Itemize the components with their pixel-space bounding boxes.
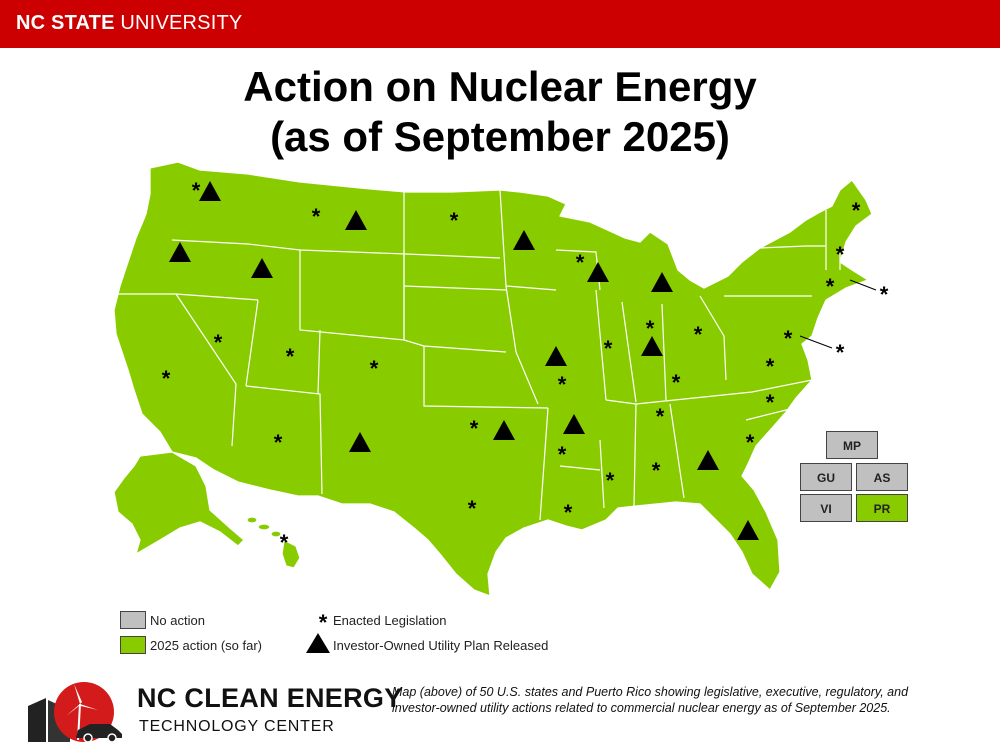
hawaii-shape [246, 516, 301, 569]
territory-gu: GU [800, 463, 852, 491]
page-title: Action on Nuclear Energy (as of Septembe… [0, 62, 1000, 162]
asterisk-me: * [852, 198, 861, 223]
legend-swatch-2025-action [120, 636, 146, 654]
nc-clean-energy-logo-icon [28, 682, 122, 743]
asterisk-de: * [836, 340, 845, 365]
asterisk-tn: * [656, 404, 665, 429]
map-caption: Map (above) of 50 U.S. states and Puerto… [392, 685, 909, 715]
triangle-ar [563, 414, 585, 434]
asterisk-hi: * [280, 530, 289, 555]
asterisk-ar: * [558, 442, 567, 467]
triangle-wi [587, 262, 609, 282]
asterisk-co: * [370, 356, 379, 381]
triangle-wa [199, 181, 221, 201]
university-banner: NC STATE UNIVERSITY [0, 0, 1000, 48]
triangle-or [169, 242, 191, 262]
legend-asterisk-icon: * [319, 610, 328, 630]
asterisk-nh: * [836, 242, 845, 267]
title-line-1: Action on Nuclear Energy [243, 63, 757, 110]
state-borders [116, 189, 841, 521]
alaska-shape [113, 451, 245, 555]
asterisk-il: * [604, 336, 613, 361]
territory-mp: MP [826, 431, 878, 459]
legend-label-no-action: No action [150, 613, 205, 628]
asterisk-md: * [784, 326, 793, 351]
asterisk-wi: * [576, 250, 585, 275]
us-map: * * * * * * * * * * * * * * * * * * * * … [113, 161, 889, 597]
asterisk-al: * [652, 458, 661, 483]
asterisk-ri: * [880, 282, 889, 307]
asterisk-in-1: * [646, 316, 655, 341]
asterisk-mt: * [312, 204, 321, 229]
asterisk-wa: * [192, 178, 201, 203]
iou-plan-markers [169, 181, 759, 540]
asterisk-la: * [564, 500, 573, 525]
triangle-nm [349, 432, 371, 452]
territory-pr: PR [856, 494, 908, 522]
asterisk-ms: * [606, 468, 615, 493]
logo-line-2: TECHNOLOGY CENTER [139, 718, 335, 735]
triangle-mt [345, 210, 367, 230]
legend-label-iou-plan: Investor-Owned Utility Plan Released [333, 638, 549, 653]
triangle-mn [513, 230, 535, 250]
triangle-ok [493, 420, 515, 440]
enacted-legislation-markers: * * * * * * * * * * * * * * * * * * * * … [162, 178, 889, 555]
triangle-ga [697, 450, 719, 470]
asterisk-tx: * [468, 496, 477, 521]
legend-triangle-icon [306, 633, 330, 653]
asterisk-oh: * [694, 322, 703, 347]
svg-text:*: * [319, 610, 328, 630]
asterisk-az: * [274, 430, 283, 455]
triangle-mo [545, 346, 567, 366]
legend-swatch-no-action [120, 611, 146, 629]
territory-vi: VI [800, 494, 852, 522]
title-line-2: (as of September 2025) [270, 113, 730, 160]
triangle-id [251, 258, 273, 278]
asterisk-ca: * [162, 366, 171, 391]
legend-label-enacted: Enacted Legislation [333, 613, 447, 628]
asterisk-sc: * [746, 430, 755, 455]
asterisk-nd: * [450, 208, 459, 233]
asterisk-ky: * [672, 370, 681, 395]
asterisk-ct: * [826, 274, 835, 299]
triangle-mi [651, 272, 673, 292]
asterisk-ut: * [286, 344, 295, 369]
university-name: NC STATE UNIVERSITY [16, 12, 243, 34]
asterisk-nc: * [766, 390, 775, 415]
asterisk-mo: * [558, 372, 567, 397]
triangle-in [641, 336, 663, 356]
asterisk-ok: * [470, 416, 479, 441]
triangle-fl [737, 520, 759, 540]
asterisk-nv: * [214, 330, 223, 355]
legend-label-2025-action: 2025 action (so far) [150, 638, 263, 653]
asterisk-va: * [766, 354, 775, 379]
territory-as: AS [856, 463, 908, 491]
logo-line-1: NC CLEAN ENERGY [137, 683, 403, 713]
callout-lines [799, 279, 877, 349]
